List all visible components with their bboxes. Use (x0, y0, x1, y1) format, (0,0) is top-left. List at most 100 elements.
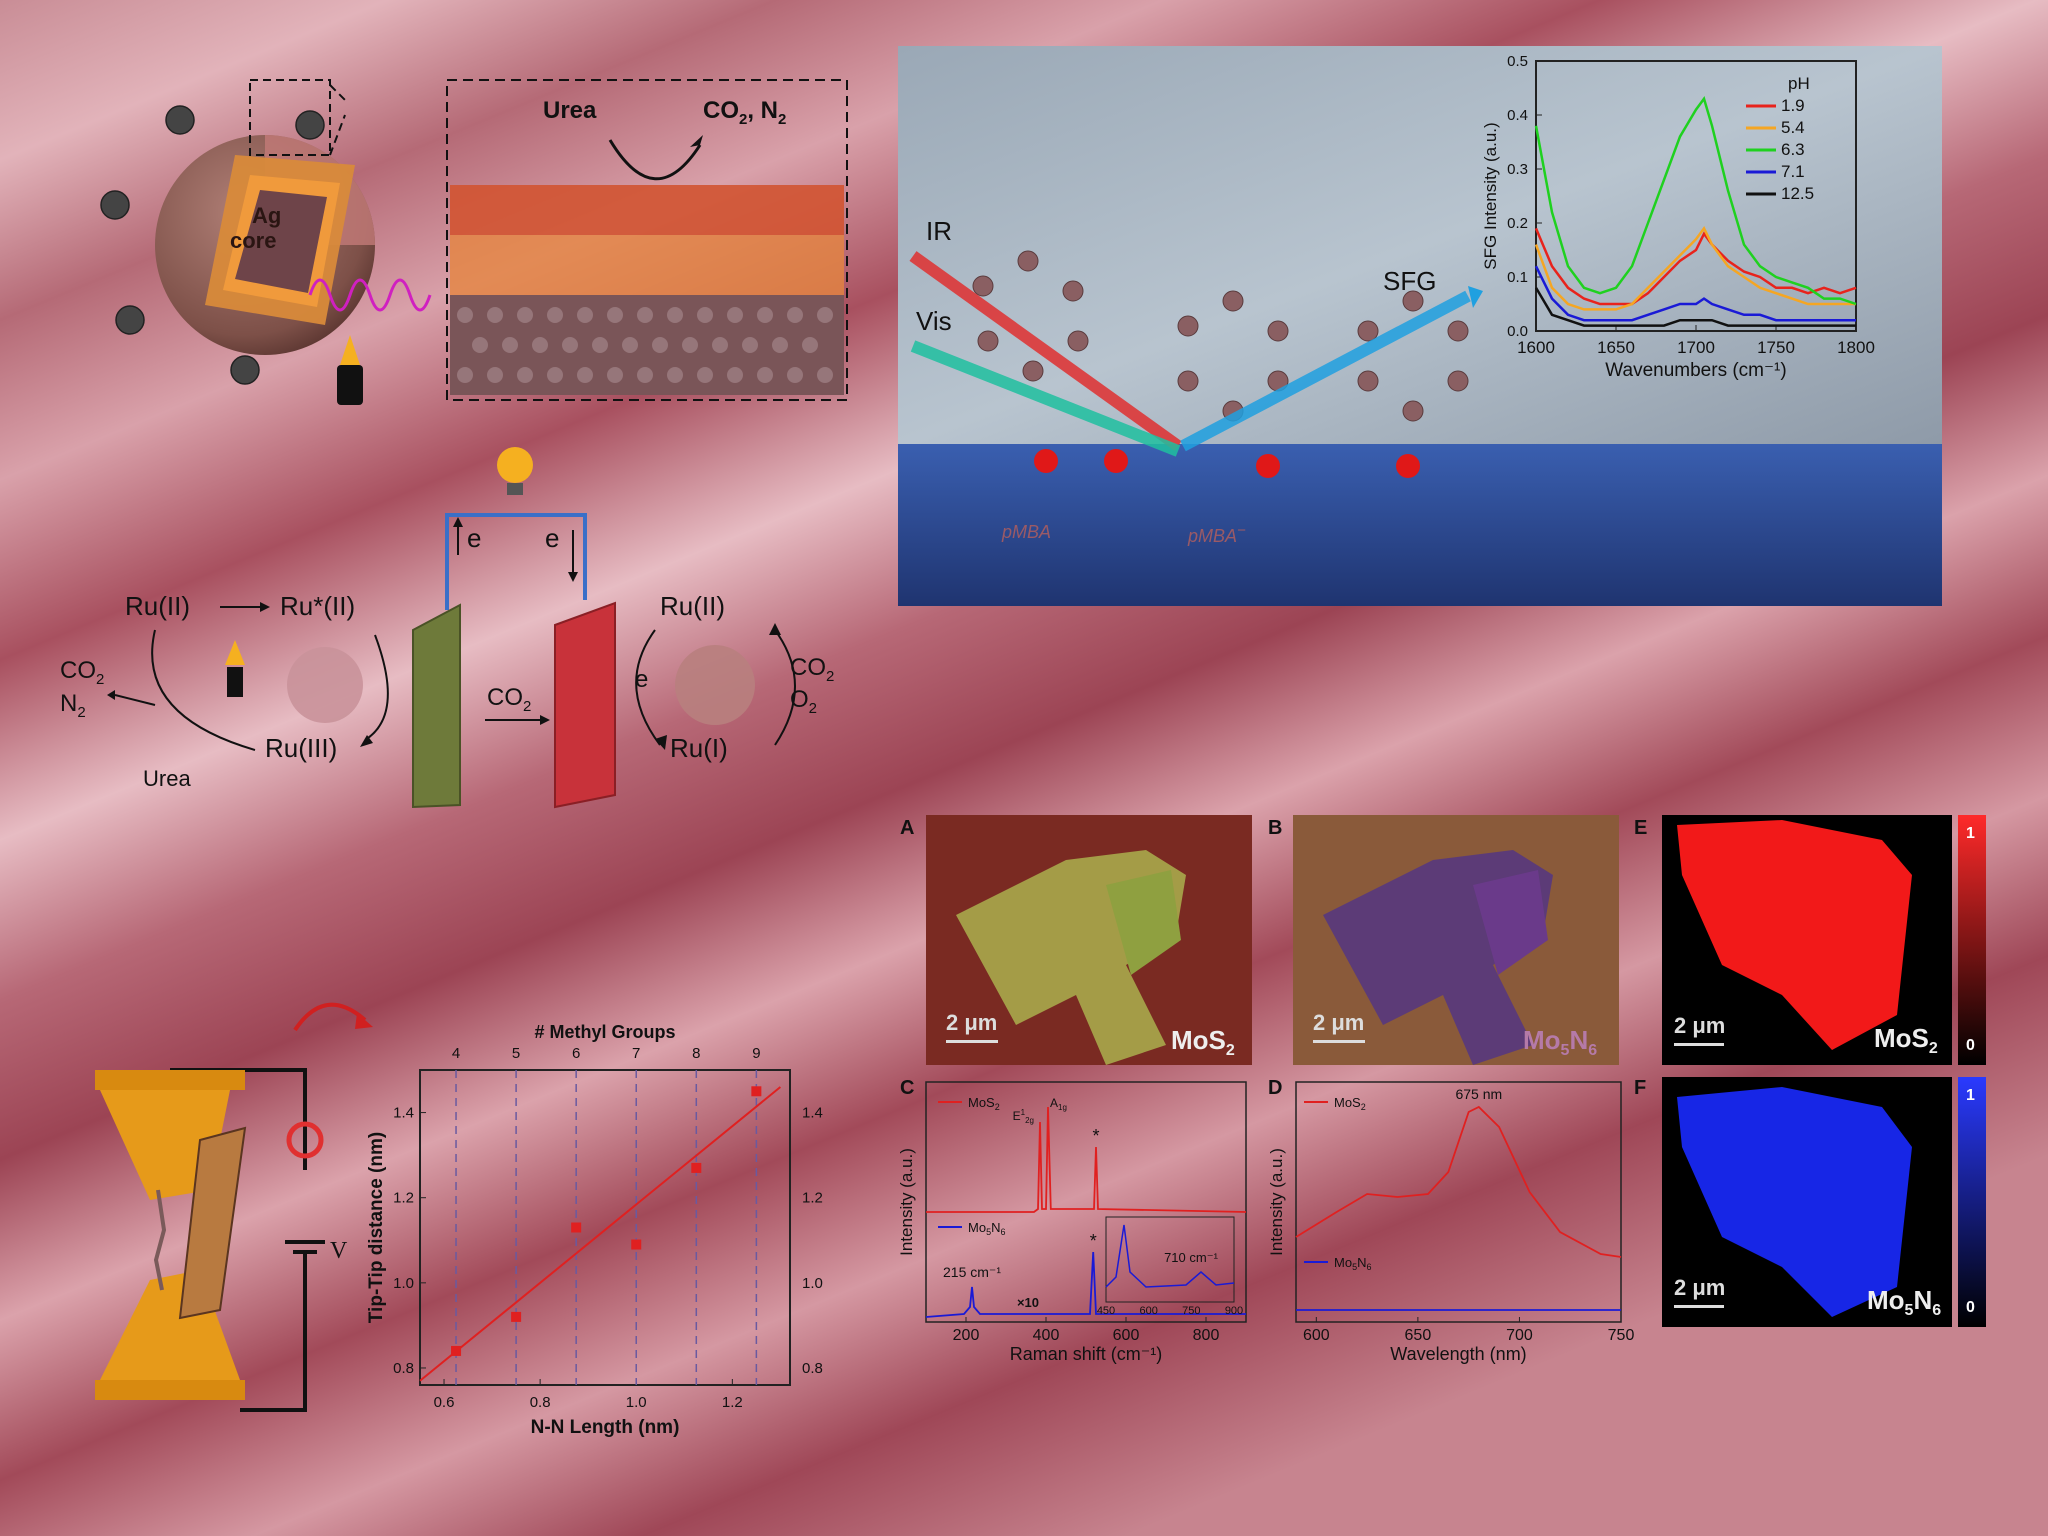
methyl-xtick-label: 1.2 (722, 1394, 743, 1411)
methyl-point (631, 1239, 642, 1250)
methyl-ytick-right: 1.0 (802, 1275, 823, 1292)
sfg-legend-label: 7.1 (1781, 162, 1805, 181)
methyl-xtick-label: 0.8 (530, 1394, 551, 1411)
colorbar-red: 1 0 (1958, 815, 1986, 1065)
ru-cycle-scheme: e e CO2 Ru(II) Ru*(II) Ru(III) CO2 N2 Ur… (60, 447, 834, 809)
raman-ylabel: Intensity (a.u.) (898, 1148, 916, 1256)
methyl-chart: 0.6 0.8 1.0 1.2 0.8 0.8 1.0 1.0 1.2 1.2 1.4 1.4 4 5 6 7… (366, 1022, 823, 1438)
photoanode (412, 603, 461, 809)
sfg-xtick-label: 1650 (1597, 338, 1635, 357)
scale-bar-b: 2 μm (1313, 1010, 1365, 1035)
raman-mo5n6-line (925, 1251, 1246, 1318)
label-mo5n6-b: Mo5N6 (1523, 1025, 1598, 1060)
mos2-map-fill (1677, 820, 1912, 1050)
cbar-blue-bottom: 0 (1966, 1299, 1975, 1316)
sfg-xlabel: Wavenumbers (cm⁻¹) (1605, 360, 1786, 381)
methyl-point (751, 1086, 762, 1097)
sfg-legend-label: 5.4 (1781, 118, 1805, 137)
urea-left: Urea (143, 766, 191, 791)
np-icon-left (287, 647, 363, 723)
letter-e: E (1634, 817, 1648, 839)
pl-xtick-label: 600 (1303, 1327, 1330, 1344)
flashlight-icon (337, 365, 363, 405)
photocathode (554, 601, 616, 809)
ir-beam (909, 251, 1182, 451)
np-icon-right (675, 645, 755, 725)
electron-cycle: e (635, 666, 648, 693)
methyl-top-label: # Methyl Groups (534, 1022, 675, 1042)
sfg-xtick-label: 1600 (1517, 338, 1555, 357)
pl-xtick-label: 750 (1608, 1327, 1635, 1344)
letter-a: A (900, 817, 915, 839)
letter-f: F (1634, 1077, 1647, 1099)
vis-beam (910, 340, 1181, 457)
pl-ylabel: Intensity (a.u.) (1268, 1148, 1286, 1256)
o2-right: O2 (790, 686, 817, 717)
cbar-red-bottom: 0 (1966, 1037, 1975, 1054)
sfg-ytick-label: 0.4 (1507, 107, 1528, 124)
light-bulb-icon (497, 447, 533, 483)
ruler-icon (178, 1126, 247, 1320)
letter-d: D (1268, 1077, 1283, 1099)
ru2-left: Ru(II) (125, 591, 190, 621)
n2-left: N2 (60, 690, 86, 721)
raman-xtick-label: 400 (1033, 1327, 1060, 1344)
light-flame-icon (340, 335, 360, 365)
raman-chart: 200 400 600 800 Raman shift (cm⁻¹) Intensity … (898, 1081, 1247, 1364)
sfg-series-line (1534, 265, 1856, 322)
sfg-ytick-label: 0.5 (1507, 53, 1528, 70)
label-mos2-e: MoS2 (1874, 1023, 1938, 1058)
co2-right: CO2 (790, 654, 834, 685)
co2-middle: CO2 (487, 684, 531, 715)
methyl-ytick-right: 1.2 (802, 1190, 823, 1207)
pl-axes (1295, 1081, 1622, 1323)
ru2-right: Ru(II) (660, 591, 725, 621)
methyl-top-tick: 9 (752, 1045, 760, 1062)
circuit-wire (445, 513, 587, 610)
scale-bar-e: 2 μm (1674, 1013, 1726, 1038)
methyl-ytick-right: 0.8 (802, 1360, 823, 1377)
raman-axes (925, 1081, 1247, 1323)
reaction-arrow-icon (608, 139, 702, 181)
optical-image-mo5n6: 2 μm Mo5N6 (1293, 815, 1619, 1065)
sfg-legend-label: 12.5 (1781, 184, 1814, 203)
methyl-top-tick: 7 (632, 1045, 640, 1062)
electron-right: e (545, 523, 559, 553)
sfg-ytick-label: 0.2 (1507, 215, 1528, 232)
nanoparticle-scheme: Ag core Urea CO2, N2 (100, 79, 848, 405)
methyl-ytick-label: 1.2 (393, 1190, 414, 1207)
sfg-xtick-label: 1800 (1837, 338, 1875, 357)
raman-inset-box (1105, 1216, 1235, 1303)
sfg-legend-label: 6.3 (1781, 140, 1805, 159)
ru2-excited: Ru*(II) (280, 591, 355, 621)
inset-products: CO2, N2 (703, 97, 786, 128)
raman-star-1: * (1092, 1126, 1099, 1146)
sfg-ytick-label: 0.1 (1507, 269, 1528, 286)
methyl-ylabel: Tip-Tip distance (nm) (366, 1132, 387, 1323)
vis-label: Vis (916, 306, 952, 336)
methyl-point (691, 1162, 702, 1173)
raman-xtick-label: 600 (1113, 1327, 1140, 1344)
pmba-label: pMBA (1002, 522, 1052, 542)
sfg-series-line (1534, 96, 1857, 306)
methyl-ytick-label: 1.4 (393, 1105, 414, 1122)
sfg-series-line (1534, 227, 1857, 306)
methyl-top-tick: 5 (512, 1045, 520, 1062)
label-mos2-a: MoS2 (1171, 1025, 1235, 1060)
pl-peak-label: 675 nm (1455, 1086, 1502, 1102)
raman-map-mos2: 2 μm MoS2 (1662, 815, 1952, 1065)
sfg-legend-title: pH (1788, 74, 1810, 93)
raman-a1g: A1g (1050, 1096, 1067, 1112)
pl-xtick-label: 650 (1405, 1327, 1432, 1344)
raman-map-mo5n6: 2 μm Mo5N6 (1662, 1077, 1952, 1327)
ag-core (235, 190, 327, 293)
mos2-panels: A B E C D F 2 μm MoS2 2 μm Mo5N6 2 μm Mo… (898, 815, 1998, 1395)
electron-left: e (467, 523, 481, 553)
sfg-ytick-label: 0.0 (1507, 323, 1528, 340)
core-label-1: Ag (252, 203, 281, 228)
label-mo5n6-f: Mo5N6 (1867, 1285, 1942, 1320)
pl-xtick-label: 700 (1506, 1327, 1533, 1344)
ammeter-icon (286, 1121, 324, 1159)
inset-urea: Urea (543, 97, 597, 124)
raman-peak215: 215 cm⁻¹ (943, 1264, 1001, 1280)
